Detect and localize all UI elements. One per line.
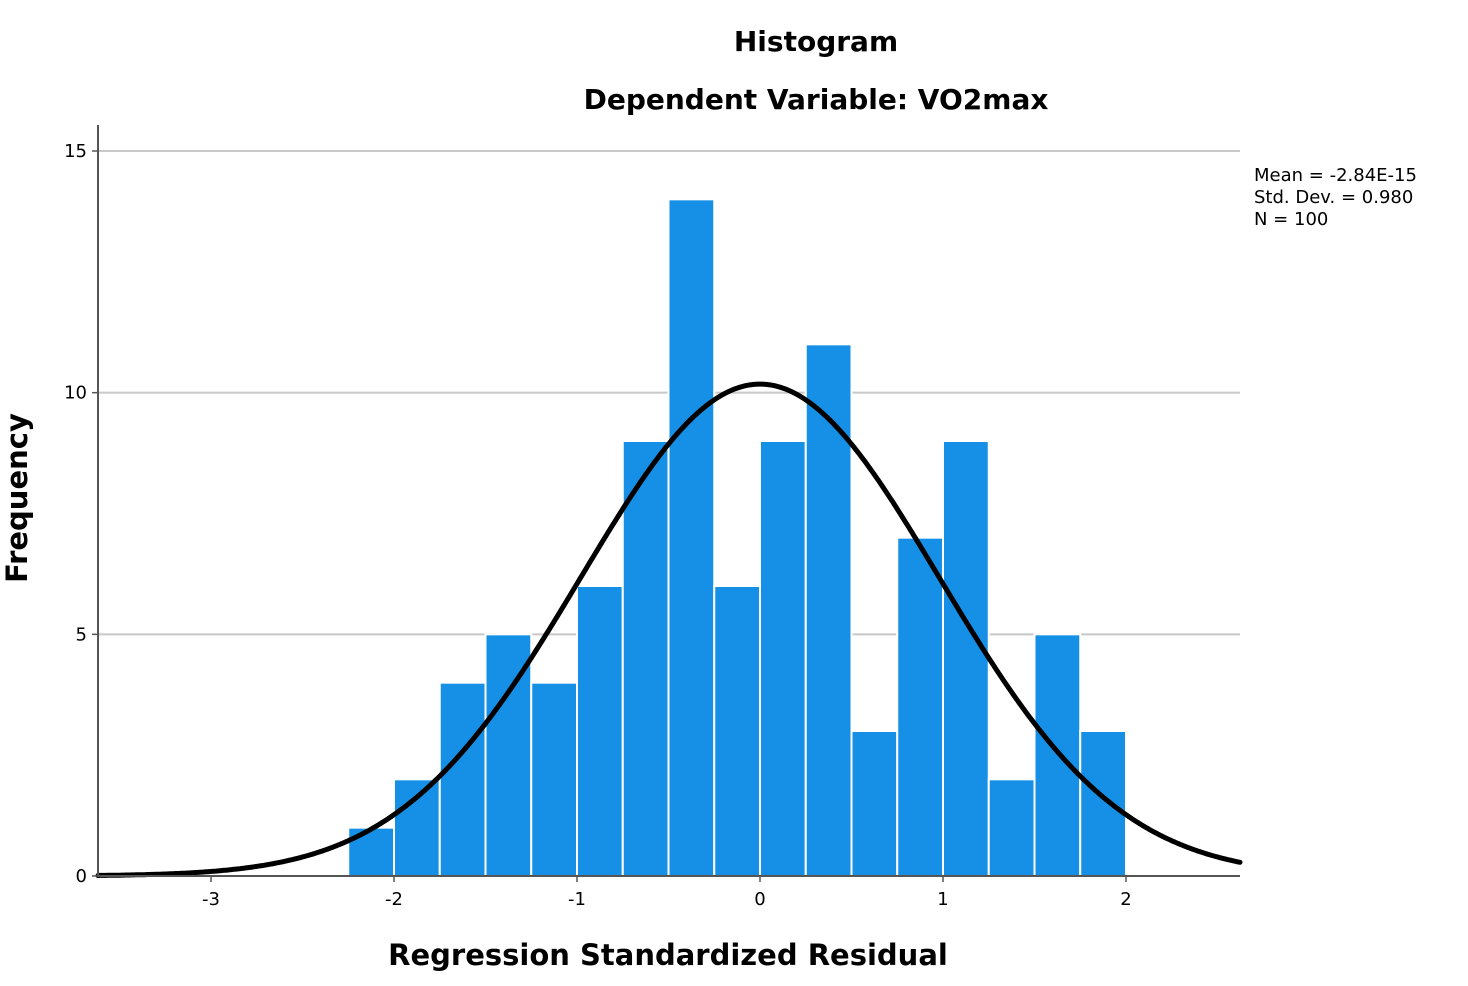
stats-line: Mean = -2.84E-15 xyxy=(1254,165,1417,186)
x-tick-label: 0 xyxy=(754,889,765,910)
histogram-bar xyxy=(1079,730,1127,877)
x-tick-label: -3 xyxy=(202,889,220,910)
normal-curve-layer xyxy=(95,381,1243,878)
x-axis-title: Regression Standardized Residual xyxy=(388,938,948,972)
histogram-bar xyxy=(896,536,944,878)
histogram-bar xyxy=(667,198,716,878)
y-tick-label: 15 xyxy=(64,141,87,162)
histogram-bar xyxy=(713,585,761,877)
x-tick-label: -2 xyxy=(385,889,403,910)
histogram-bars xyxy=(347,198,1127,878)
histogram-bar xyxy=(621,440,670,877)
histogram-bar xyxy=(987,778,1036,877)
axes xyxy=(97,125,1240,877)
histogram-bar xyxy=(530,681,578,878)
histogram-bar xyxy=(850,730,899,877)
x-axis-ticks: -3 -2 -1 0 1 2 xyxy=(202,876,1132,910)
normal-curve xyxy=(95,381,1243,878)
histogram-bar xyxy=(942,440,990,877)
chart-subtitle: Dependent Variable: VO2max xyxy=(584,83,1049,116)
x-tick-label: 2 xyxy=(1120,889,1131,910)
histogram-bar xyxy=(804,343,853,878)
y-tick-label: 0 xyxy=(76,866,87,887)
x-tick-label: 1 xyxy=(937,889,948,910)
histogram-bar xyxy=(393,778,441,877)
y-axis-title: Frequency xyxy=(0,413,34,583)
stats-line: N = 100 xyxy=(1254,209,1328,230)
x-tick-label: -1 xyxy=(568,889,586,910)
y-tick-label: 5 xyxy=(76,624,87,645)
histogram-bar xyxy=(576,585,624,877)
y-tick-label: 10 xyxy=(64,383,87,404)
histogram-bar xyxy=(759,440,807,877)
chart-title: Histogram xyxy=(734,25,898,58)
stats-line: Std. Dev. = 0.980 xyxy=(1254,187,1413,208)
y-axis-ticks: 0 5 10 15 xyxy=(64,141,98,887)
histogram-bar xyxy=(438,681,487,878)
histogram-bar xyxy=(484,633,533,877)
